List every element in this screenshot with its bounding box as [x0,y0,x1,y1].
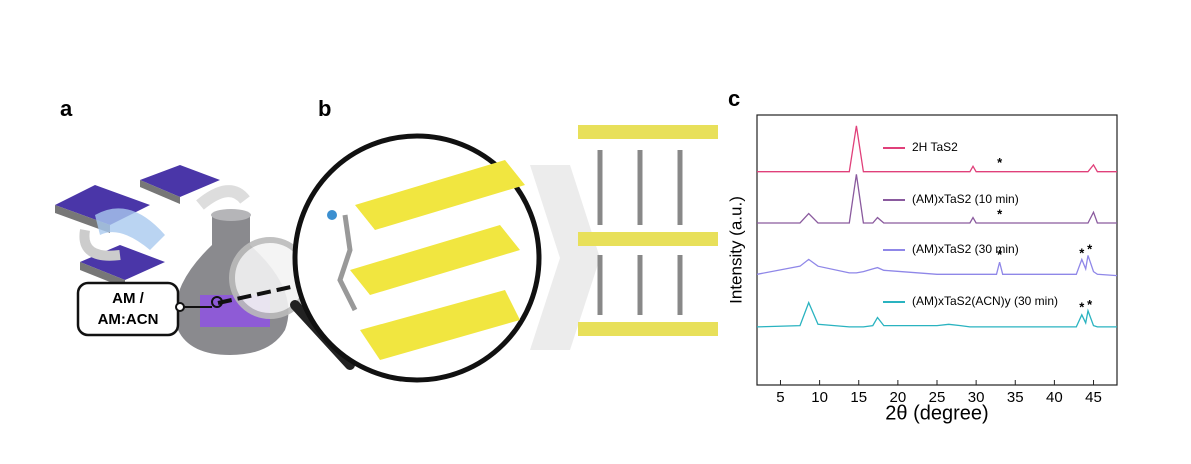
peak-marker: * [1079,245,1085,260]
legend-label: (AM)xTaS2 (30 min) [912,242,1019,256]
panel-label: c [728,86,740,111]
x-axis-label: 2θ (degree) [885,402,988,424]
panel-b-illustration [292,125,718,383]
peak-marker: * [997,155,1003,170]
peak-marker: * [997,247,1003,262]
box-text: AM:ACN [98,311,159,328]
data-line [757,125,1117,173]
x-tick-label: 35 [1007,389,1024,406]
x-tick-label: 25 [929,389,946,406]
peak-marker: * [1079,299,1085,314]
y-axis-label: Intensity (a.u.) [726,196,745,304]
legend-label: 2H TaS2 [912,140,958,154]
x-tick-label: 30 [968,389,985,406]
peak-marker: * [1087,241,1093,256]
legend-label: (AM)xTaS2(ACN)y (30 min) [912,294,1058,308]
x-tick-label: 5 [776,389,784,406]
x-tick-label: 10 [811,389,828,406]
peak-marker: * [997,206,1003,221]
x-tick-label: 20 [890,389,907,406]
x-tick-label: 45 [1085,389,1102,406]
legend-label: (AM)xTaS2 (10 min) [912,192,1019,206]
data-line [756,300,1117,328]
peak-marker: * [1087,297,1093,312]
panel-label: b [318,96,331,121]
data-line [757,174,1117,224]
panel-label: a [60,96,73,121]
box-text: AM / [112,290,144,307]
data-line [756,255,1118,277]
x-tick-label: 15 [850,389,867,406]
x-tick-label: 40 [1046,389,1063,406]
